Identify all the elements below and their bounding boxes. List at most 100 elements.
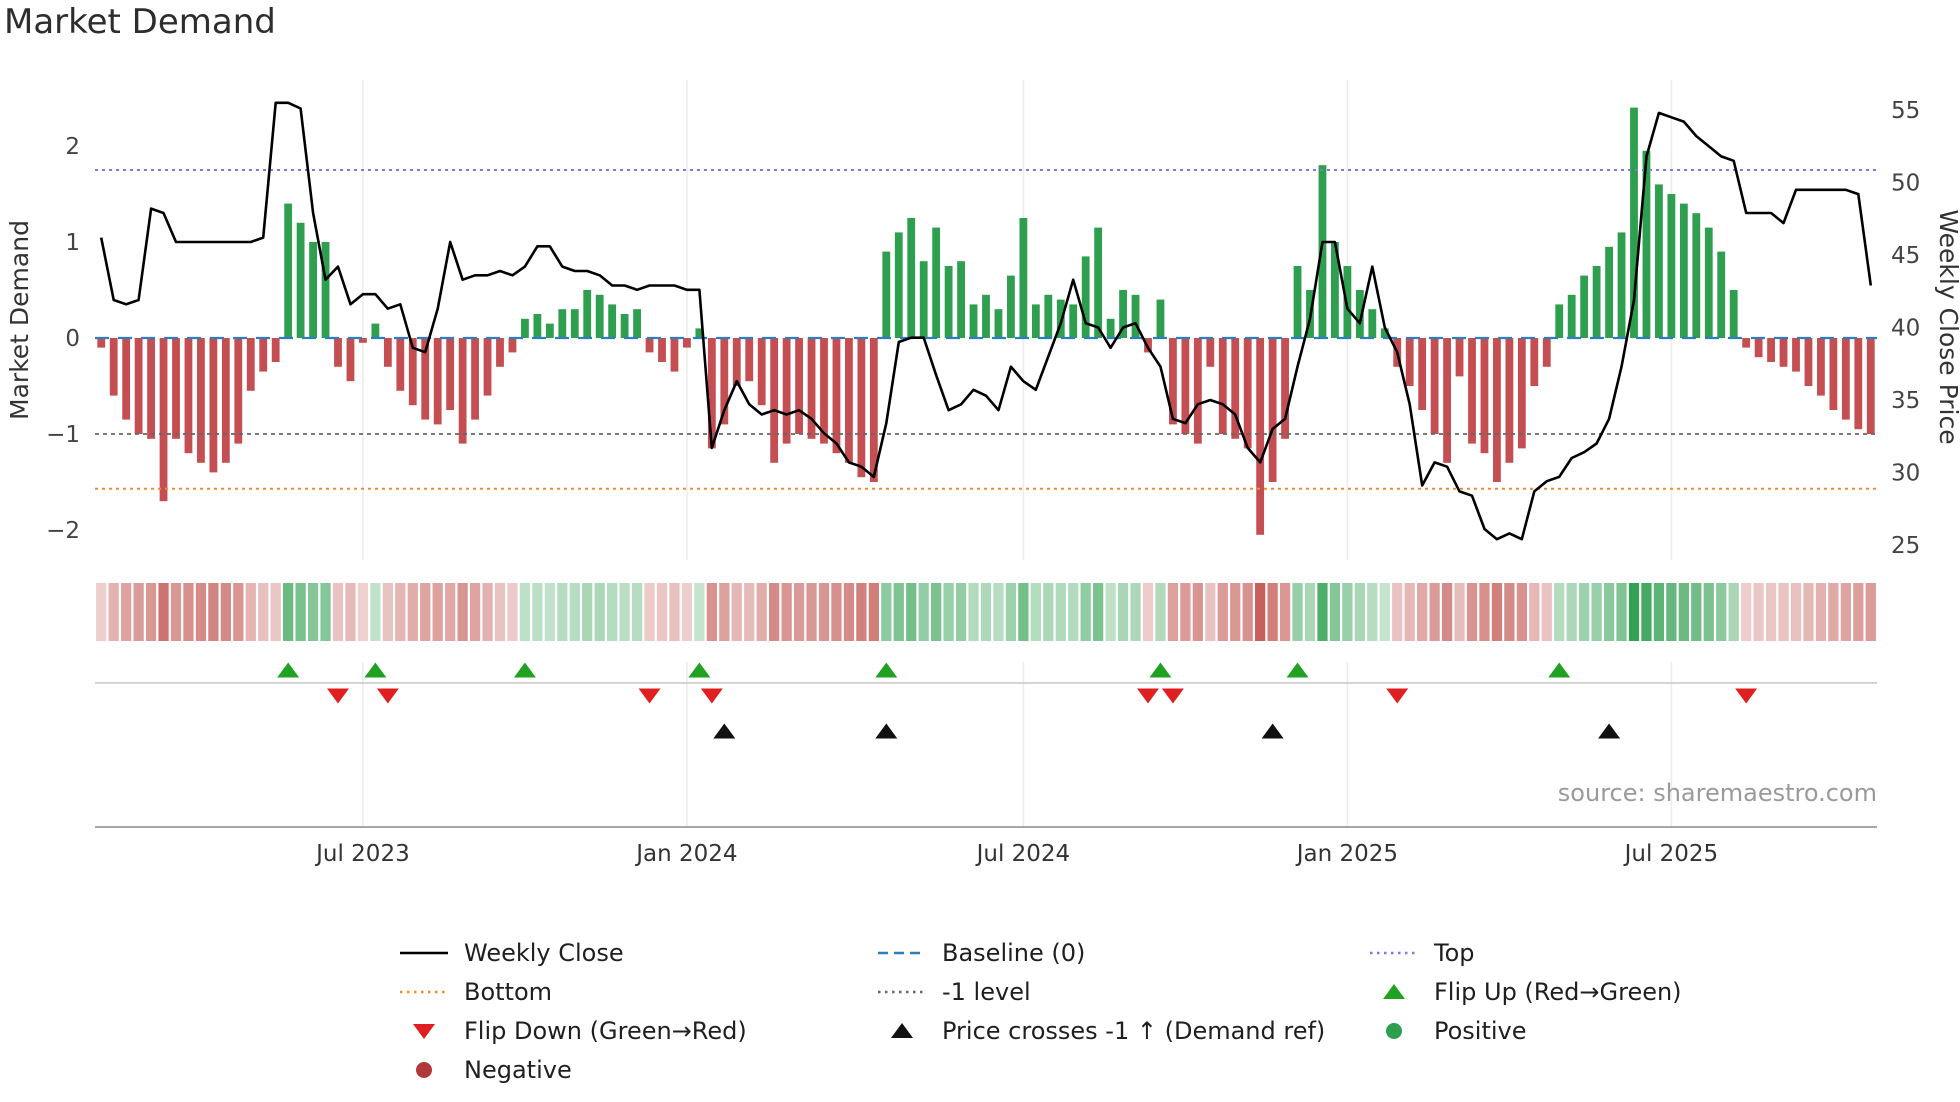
legend-circle-swatch-icon (1368, 1020, 1420, 1042)
flip-up-marker (688, 662, 711, 678)
demand-bar (1692, 213, 1701, 338)
heatmap-cell (1404, 583, 1415, 641)
legend-item: Weekly Close (398, 939, 876, 967)
demand-bar (122, 338, 131, 420)
flip-down-marker (1137, 688, 1159, 704)
legend-line-swatch-icon (1368, 942, 1420, 964)
heatmap-cell (532, 583, 543, 641)
heatmap-cell (133, 583, 144, 641)
heatmap-cell (1765, 583, 1777, 641)
heatmap-cell (320, 583, 331, 641)
demand-bar (533, 314, 542, 338)
reference-lines (95, 169, 1877, 490)
demand-bar (757, 338, 766, 406)
heatmap-cell (395, 583, 406, 641)
legend-line-swatch-icon (398, 942, 450, 964)
flip-up-marker (513, 662, 536, 678)
demand-bar (296, 222, 305, 338)
demand-bar (1380, 328, 1389, 338)
heatmap-cell (1354, 583, 1365, 641)
legend-item: Bottom (398, 978, 876, 1006)
demand-bar (408, 338, 417, 406)
demand-bar (471, 338, 479, 420)
heatmap-cell (1205, 583, 1216, 641)
demand-bar (1505, 338, 1514, 463)
legend-item: Baseline (0) (876, 939, 1368, 967)
heatmap-cell (345, 583, 356, 641)
demand-bar (620, 314, 629, 338)
demand-bar (882, 251, 891, 338)
heatmap-cell (594, 583, 605, 641)
heatmap-cell (1504, 583, 1515, 641)
demand-bar (1555, 304, 1564, 338)
heatmap-cell (1255, 583, 1266, 641)
demand-bar (944, 266, 953, 338)
demand-bar (458, 338, 467, 444)
demand-bar (982, 294, 990, 338)
demand-bar (695, 328, 704, 338)
heatmap-cell (582, 583, 593, 641)
heatmap-cell (831, 583, 842, 641)
demand-bar (994, 309, 1003, 338)
demand-bar (259, 338, 268, 372)
legend-item: Flip Down (Green→Red) (398, 1017, 876, 1045)
heatmap-cell (1554, 583, 1565, 641)
flip-down-marker (1161, 688, 1184, 704)
demand-bars (97, 107, 1875, 535)
demand-bar (1318, 165, 1327, 338)
heatmap-cell (868, 583, 879, 641)
demand-bar (1804, 338, 1813, 386)
left-axis-tick-label: −2 (46, 518, 80, 544)
demand-bar (396, 338, 405, 391)
heatmap-cell (332, 583, 344, 641)
flip-down-marker (638, 688, 661, 704)
heatmap-cell (569, 583, 580, 641)
demand-bar (321, 242, 330, 338)
demand-bar (583, 290, 592, 338)
x-axis-tick-label: Jan 2025 (1295, 841, 1398, 867)
demand-bar (1007, 275, 1015, 338)
flip-down-marker (376, 688, 399, 704)
heatmap-cell (220, 583, 231, 641)
heatmap-cell (1005, 583, 1017, 641)
demand-bar (1418, 338, 1427, 410)
demand-bar (1106, 318, 1115, 338)
heatmap-cell (1342, 583, 1353, 641)
demand-bar (1655, 184, 1663, 338)
demand-bar (1517, 338, 1526, 449)
legend-circle-swatch-icon (398, 1059, 450, 1081)
heatmap-cell (357, 583, 369, 641)
heatmap-cell (1055, 583, 1066, 641)
heatmap-cell (1616, 583, 1627, 641)
gridlines (362, 80, 1673, 827)
flip-up-marker (1149, 662, 1172, 678)
heatmap-cell (1192, 583, 1203, 641)
heatmap-cell (457, 583, 468, 641)
heatmap-cell (420, 583, 431, 641)
heatmap-cell (1329, 583, 1341, 641)
heatmap-cell (793, 583, 805, 641)
heatmap-cell (1142, 583, 1154, 641)
heatmap-cell (706, 583, 717, 641)
heatmap-cell (1304, 583, 1316, 641)
heatmap-cell (1279, 583, 1291, 641)
demand-bar (932, 227, 941, 338)
demand-bar (795, 338, 803, 434)
event-markers (277, 662, 1758, 739)
demand-bar (1355, 290, 1364, 338)
legend-label: Weekly Close (464, 938, 624, 967)
demand-bar (284, 203, 293, 338)
heatmap-cell (681, 583, 693, 641)
heatmap-cell (1741, 583, 1752, 641)
heatmap-cell (993, 583, 1004, 641)
heatmap-cell (1728, 583, 1739, 641)
demand-bar (221, 338, 230, 463)
heatmap-cell (283, 583, 294, 641)
heatmap-cell (1105, 583, 1116, 641)
demand-bar (359, 338, 367, 343)
heatmap-cell (108, 583, 119, 641)
demand-bar (1031, 304, 1040, 338)
flip-up-marker (1548, 662, 1571, 678)
price-cross-marker (1261, 723, 1284, 739)
